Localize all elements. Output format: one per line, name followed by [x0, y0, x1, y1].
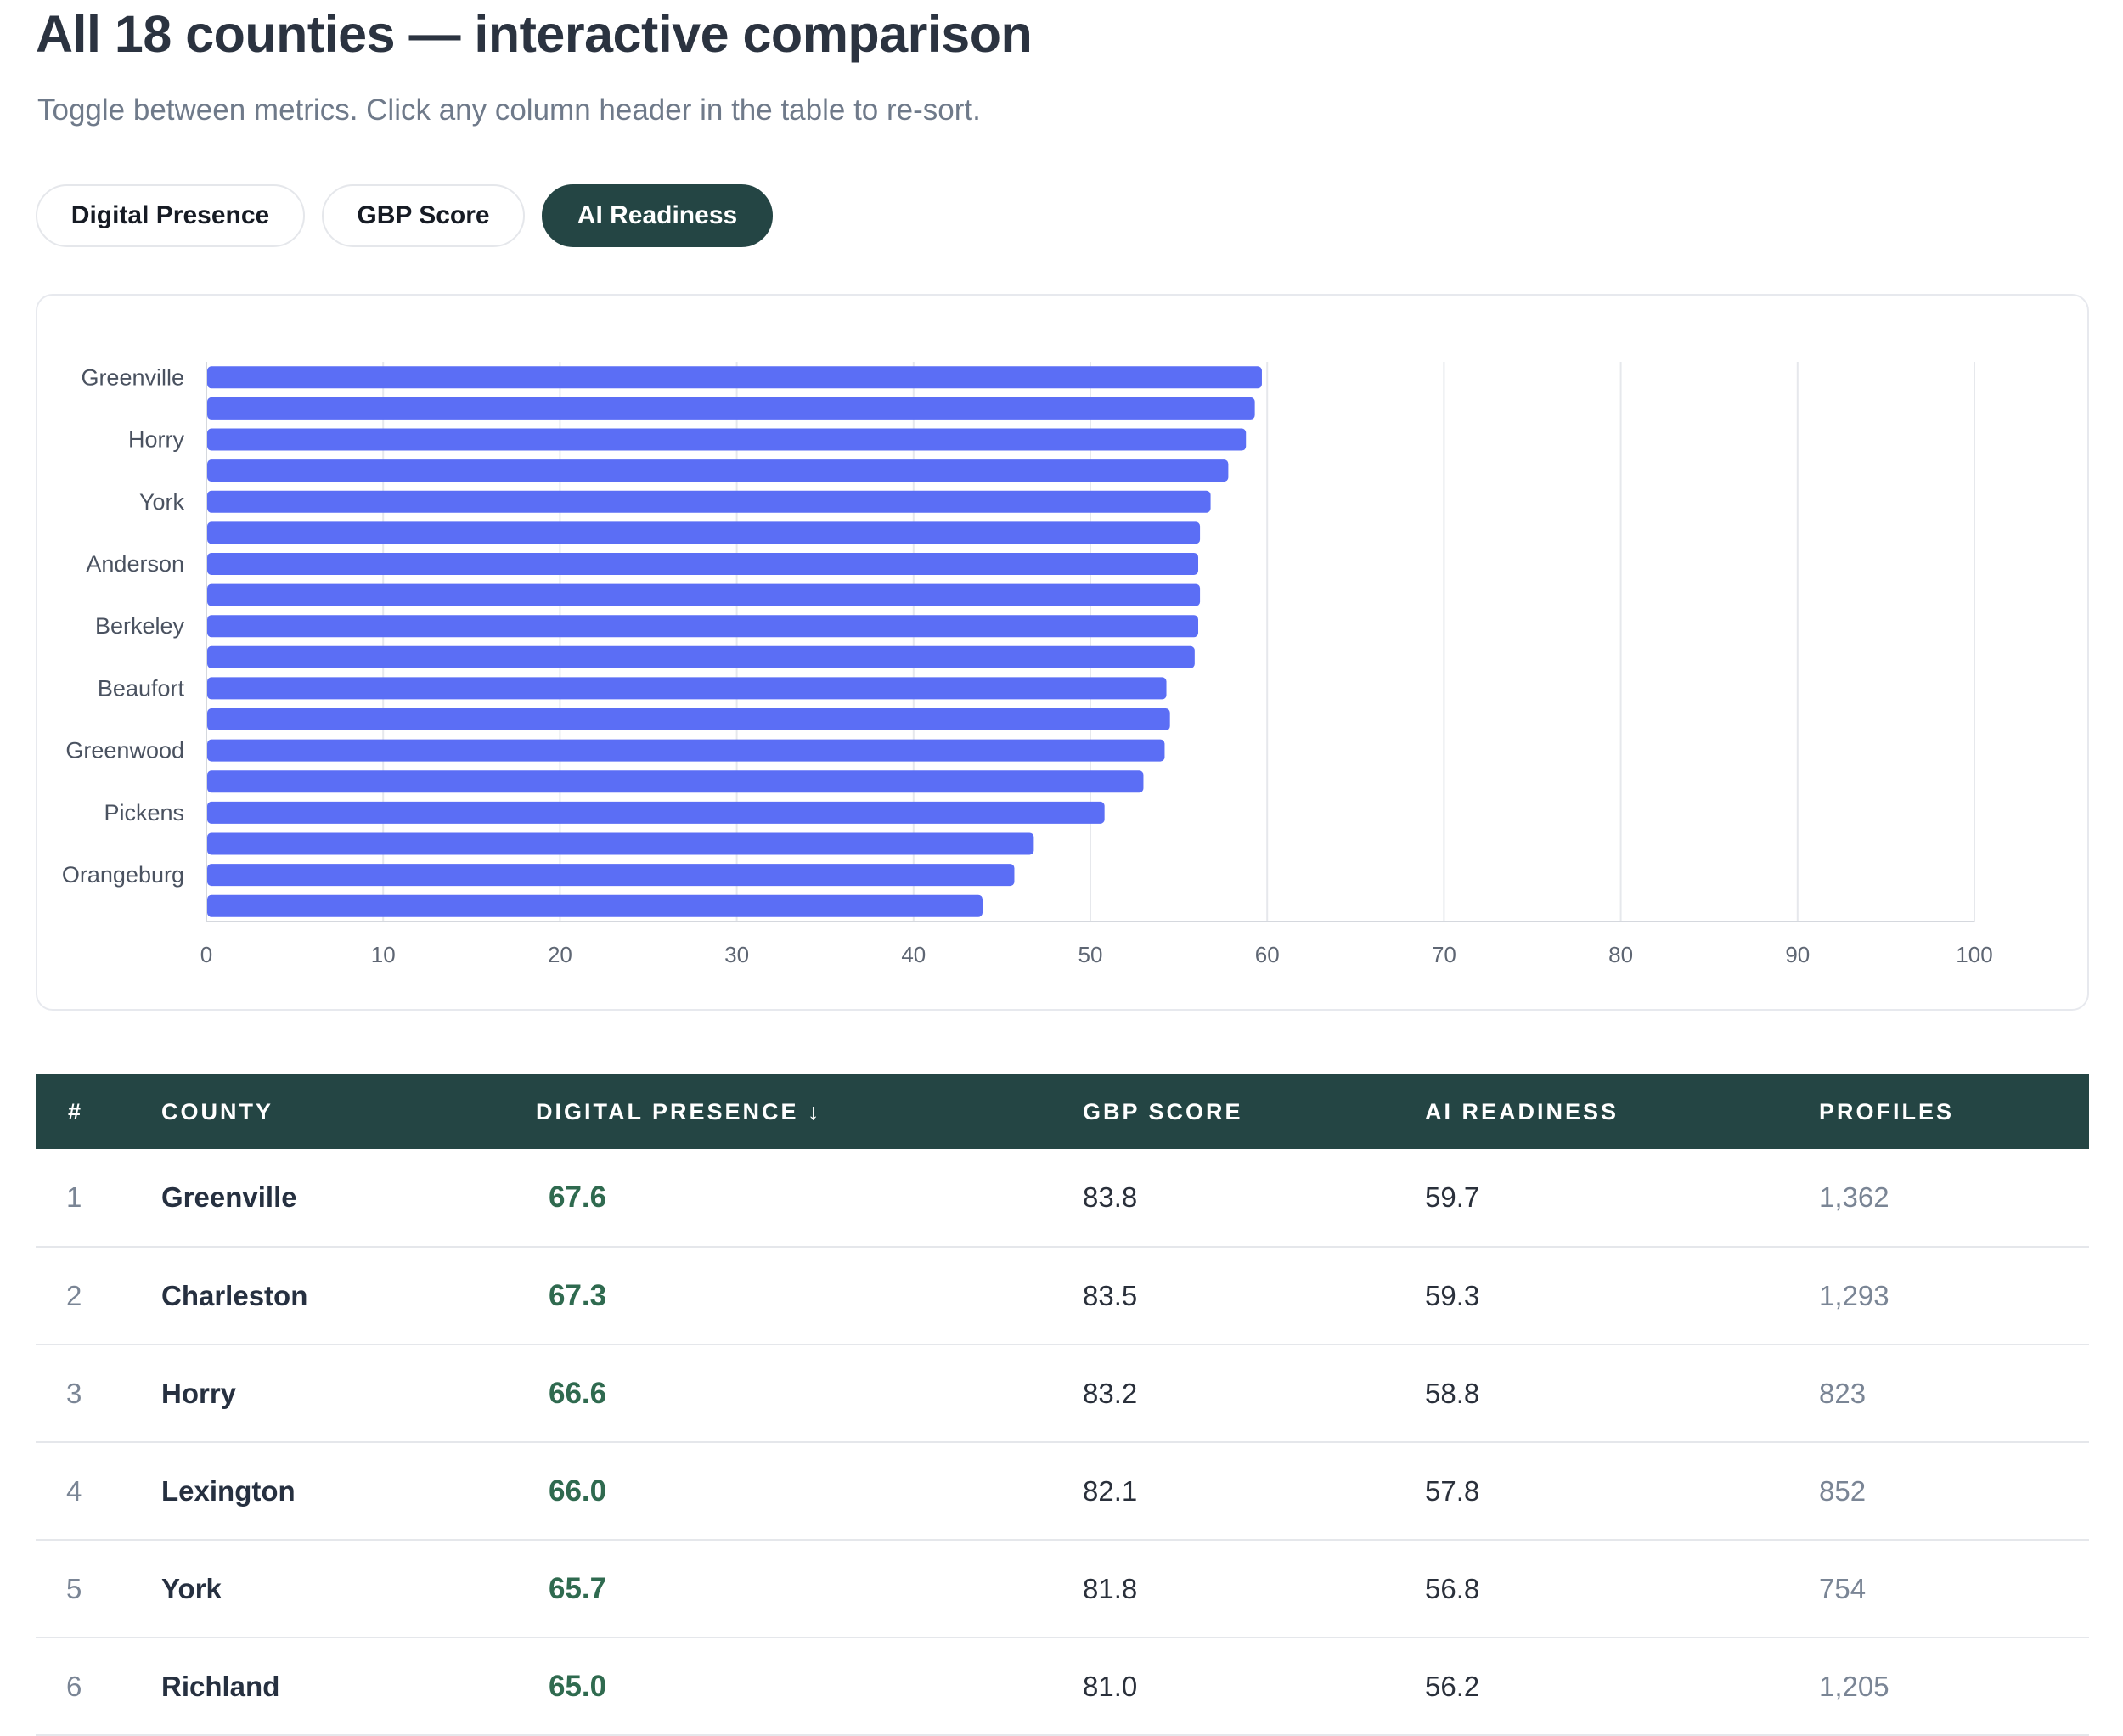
gbp-score-cell: 82.1	[1083, 1474, 1138, 1507]
table-row: 5 York 65.7 81.8 56.8 754	[36, 1540, 2089, 1637]
x-tick-label: 50	[1078, 942, 1103, 967]
digital-presence-cell: 65.0	[549, 1669, 607, 1703]
toggle-ai-readiness[interactable]: AI Readiness	[542, 184, 773, 247]
bar	[207, 864, 1015, 887]
bar	[207, 645, 1195, 668]
x-tick-label: 70	[1432, 942, 1456, 967]
y-category-label: York	[139, 489, 185, 515]
rank-cell: 4	[66, 1474, 82, 1507]
table-row: 4 Lexington 66.0 82.1 57.8 852	[36, 1442, 2089, 1540]
y-category-label: Greenwood	[65, 738, 184, 764]
y-category-label: Horry	[128, 427, 184, 453]
y-category-label: Berkeley	[95, 613, 185, 639]
x-tick-label: 10	[371, 942, 396, 967]
digital-presence-cell: 67.6	[549, 1181, 607, 1214]
x-tick-label: 90	[1785, 942, 1810, 967]
table-row: 1 Greenville 67.6 83.8 59.7 1,362	[36, 1149, 2089, 1247]
ai-readiness-cell: 56.8	[1425, 1572, 1480, 1604]
bar	[207, 428, 1247, 451]
gbp-score-cell: 83.5	[1083, 1279, 1138, 1311]
x-tick-label: 20	[548, 942, 572, 967]
rank-cell: 5	[66, 1572, 82, 1604]
table-row: 2 Charleston 67.3 83.5 59.3 1,293	[36, 1247, 2089, 1344]
page-title: All 18 counties — interactive comparison	[36, 5, 1033, 63]
bar	[207, 770, 1144, 793]
bar	[207, 615, 1199, 638]
column-header-county[interactable]: County	[161, 1098, 273, 1124]
y-category-label: Greenville	[81, 364, 184, 390]
bar	[207, 552, 1199, 575]
county-cell: Lexington	[161, 1474, 296, 1507]
profiles-cell: 754	[1819, 1572, 1867, 1604]
rank-cell: 6	[66, 1670, 82, 1702]
bar	[207, 894, 983, 917]
digital-presence-cell: 66.0	[549, 1474, 607, 1508]
y-category-label: Beaufort	[98, 675, 185, 701]
x-tick-label: 100	[1956, 942, 1992, 967]
digital-presence-cell: 66.6	[549, 1376, 607, 1410]
gbp-score-cell: 81.0	[1083, 1670, 1138, 1702]
toggle-gbp-score[interactable]: GBP Score	[322, 184, 525, 247]
profiles-cell: 1,362	[1819, 1181, 1889, 1213]
bar	[207, 490, 1211, 513]
bar-chart-card: 0 10 20 30 40 50 60 70 80 90 100 Greenville Horry Yor…	[36, 294, 2089, 1011]
ai-readiness-cell: 59.7	[1425, 1181, 1480, 1213]
y-category-label: Anderson	[86, 551, 184, 577]
bar	[207, 677, 1167, 700]
digital-presence-cell: 67.3	[549, 1278, 607, 1312]
column-header-digital-presence[interactable]: Digital Presence ↓	[536, 1098, 822, 1124]
table-row: 3 Horry 66.6 83.2 58.8 823	[36, 1344, 2089, 1442]
profiles-cell: 1,293	[1819, 1279, 1889, 1311]
x-tick-label: 0	[200, 942, 212, 967]
y-category-label: Pickens	[104, 800, 184, 826]
rank-cell: 2	[66, 1279, 82, 1311]
page-subtitle: Toggle between metrics. Click any column…	[37, 93, 981, 127]
profiles-cell: 1,205	[1819, 1670, 1889, 1702]
county-table: # County Digital Presence ↓ GBP Score AI…	[36, 1074, 2089, 1736]
bar	[207, 521, 1201, 544]
table-header-row: # County Digital Presence ↓ GBP Score AI…	[36, 1074, 2089, 1149]
county-cell: Horry	[161, 1377, 237, 1409]
bar	[207, 397, 1255, 420]
metric-toggle-group: Digital Presence GBP Score AI Readiness	[36, 184, 773, 247]
profiles-cell: 823	[1819, 1377, 1867, 1409]
gbp-score-cell: 81.8	[1083, 1572, 1138, 1604]
bar	[207, 801, 1105, 824]
county-cell: Charleston	[161, 1279, 308, 1311]
bar	[207, 739, 1165, 762]
column-header-profiles[interactable]: Profiles	[1819, 1098, 1955, 1124]
county-cell: Greenville	[161, 1181, 297, 1213]
gbp-score-cell: 83.2	[1083, 1377, 1138, 1409]
rank-cell: 3	[66, 1377, 82, 1409]
x-tick-label: 60	[1255, 942, 1280, 967]
rank-cell: 1	[66, 1181, 82, 1213]
gbp-score-cell: 83.8	[1083, 1181, 1138, 1213]
bar	[207, 708, 1170, 731]
profiles-cell: 852	[1819, 1474, 1867, 1507]
x-tick-label: 80	[1608, 942, 1633, 967]
toggle-digital-presence[interactable]: Digital Presence	[36, 184, 305, 247]
column-header-gbp-score[interactable]: GBP Score	[1083, 1098, 1243, 1124]
column-header-ai-readiness[interactable]: AI Readiness	[1425, 1098, 1619, 1124]
column-header-rank[interactable]: #	[68, 1098, 84, 1124]
x-tick-label: 40	[901, 942, 926, 967]
bar	[207, 832, 1034, 855]
ai-readiness-cell: 58.8	[1425, 1377, 1480, 1409]
county-cell: Richland	[161, 1670, 280, 1702]
bar	[207, 366, 1262, 389]
ai-readiness-cell: 57.8	[1425, 1474, 1480, 1507]
bar	[207, 583, 1201, 606]
ai-readiness-cell: 56.2	[1425, 1670, 1480, 1702]
county-table-wrap: # County Digital Presence ↓ GBP Score AI…	[36, 1074, 2089, 1736]
bar	[207, 459, 1229, 482]
y-category-label: Orangeburg	[62, 862, 184, 888]
digital-presence-cell: 65.7	[549, 1571, 607, 1605]
bar-chart: 0 10 20 30 40 50 60 70 80 90 100 Greenville Horry Yor…	[62, 362, 1993, 967]
ai-readiness-cell: 59.3	[1425, 1279, 1480, 1311]
table-row: 6 Richland 65.0 81.0 56.2 1,205	[36, 1637, 2089, 1735]
county-cell: York	[161, 1572, 222, 1604]
x-tick-label: 30	[724, 942, 749, 967]
